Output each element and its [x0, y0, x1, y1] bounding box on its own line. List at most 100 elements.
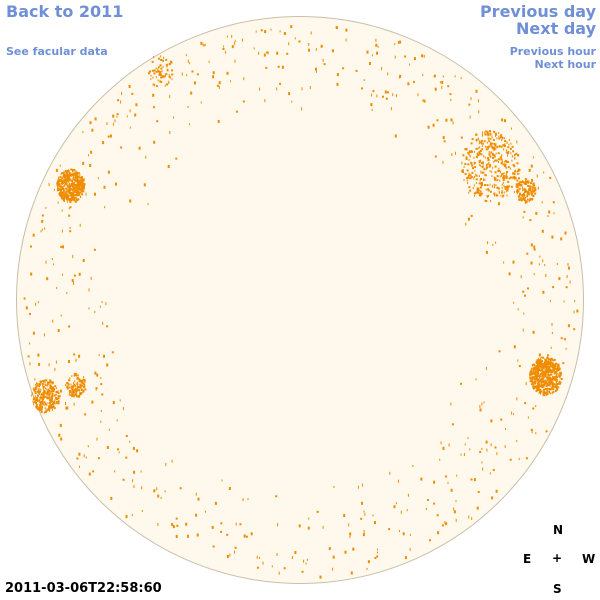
- facula-mark: [481, 447, 483, 450]
- facula-mark: [548, 370, 551, 373]
- facula-mark: [171, 73, 174, 76]
- facula-mark: [535, 365, 537, 368]
- facula-mark: [211, 525, 214, 529]
- facula-mark: [68, 325, 71, 328]
- facula-mark: [507, 180, 510, 183]
- facula-mark: [36, 396, 39, 399]
- facula-mark: [48, 393, 51, 396]
- facula-mark: [427, 125, 430, 129]
- facula-mark: [495, 159, 498, 162]
- facula-mark: [501, 159, 503, 162]
- facula-mark: [80, 191, 82, 194]
- facula-mark: [129, 109, 131, 113]
- facula-mark: [78, 354, 81, 358]
- next-day-link[interactable]: Next day: [516, 19, 596, 38]
- facula-mark: [57, 185, 59, 188]
- facula-mark: [78, 378, 81, 381]
- facula-mark: [513, 301, 515, 304]
- facula-mark: [76, 185, 78, 188]
- facula-mark: [34, 383, 36, 386]
- facula-mark: [44, 227, 46, 230]
- facula-mark: [523, 196, 525, 199]
- facula-mark: [242, 100, 245, 103]
- facula-mark: [475, 138, 478, 141]
- back-to-year-link[interactable]: Back to 2011: [6, 2, 124, 21]
- facula-mark: [493, 160, 495, 163]
- facula-mark: [259, 556, 260, 559]
- facula-mark: [77, 374, 79, 377]
- facula-mark: [234, 39, 236, 42]
- facula-mark: [350, 571, 353, 575]
- facula-mark: [537, 368, 540, 371]
- facula-mark: [516, 190, 518, 193]
- facula-mark: [276, 87, 278, 91]
- facula-mark: [558, 380, 560, 383]
- facula-mark: [534, 186, 536, 189]
- facula-mark: [67, 180, 69, 183]
- facula-mark: [333, 486, 335, 488]
- facula-mark: [56, 182, 59, 185]
- facula-mark: [505, 175, 508, 178]
- facula-mark: [547, 365, 549, 368]
- facula-mark: [529, 376, 531, 379]
- facula-mark: [549, 176, 552, 179]
- facula-mark: [442, 524, 444, 527]
- facula-mark: [495, 193, 497, 197]
- facula-mark: [517, 195, 520, 198]
- see-facular-data-link[interactable]: See facular data: [6, 45, 108, 58]
- facula-mark: [467, 163, 470, 166]
- facula-mark: [395, 94, 397, 98]
- facula-mark: [549, 384, 551, 387]
- facula-mark: [525, 180, 526, 183]
- facula-mark: [482, 164, 484, 167]
- facula-mark: [489, 132, 492, 135]
- facula-mark: [527, 198, 528, 201]
- facula-mark: [506, 189, 509, 192]
- facula-mark: [548, 378, 550, 381]
- facula-mark: [482, 142, 484, 145]
- facula-mark: [94, 192, 96, 196]
- facula-mark: [75, 170, 77, 173]
- facula-mark: [525, 181, 528, 183]
- facula-mark: [32, 233, 35, 237]
- facula-mark: [66, 387, 69, 390]
- facula-mark: [75, 190, 77, 193]
- facula-mark: [535, 211, 538, 215]
- facula-mark: [131, 92, 134, 95]
- facula-mark: [82, 185, 85, 188]
- facula-mark: [372, 514, 374, 517]
- facula-mark: [93, 248, 96, 251]
- facula-mark: [36, 384, 38, 387]
- facula-mark: [544, 264, 546, 267]
- facula-mark: [44, 403, 47, 406]
- next-hour-link[interactable]: Next hour: [534, 58, 597, 71]
- facula-mark: [429, 539, 431, 542]
- previous-hour-link[interactable]: Previous hour: [509, 45, 596, 58]
- facula-mark: [141, 510, 143, 512]
- facula-mark: [283, 32, 286, 35]
- facula-mark: [507, 161, 510, 164]
- facula-mark: [541, 365, 544, 368]
- facula-mark: [76, 385, 78, 388]
- facula-mark: [76, 177, 79, 180]
- facula-mark: [495, 184, 497, 186]
- facula-mark: [40, 393, 43, 396]
- facula-mark: [487, 188, 490, 191]
- facula-mark: [495, 177, 497, 180]
- facula-mark: [160, 59, 163, 61]
- facula-mark: [63, 189, 65, 192]
- facula-mark: [69, 189, 72, 192]
- previous-day-link[interactable]: Previous day: [479, 2, 596, 21]
- facula-mark: [82, 190, 85, 193]
- facula-mark: [539, 369, 542, 372]
- facula-mark: [119, 399, 121, 402]
- facula-mark: [48, 381, 51, 384]
- facula-mark: [502, 175, 505, 178]
- facula-mark: [485, 148, 488, 151]
- facula-mark: [494, 143, 497, 147]
- compass-center: +: [552, 551, 563, 565]
- facula-mark: [496, 137, 498, 140]
- facula-mark: [231, 34, 233, 38]
- facula-mark: [298, 524, 301, 528]
- facula-mark: [481, 171, 483, 174]
